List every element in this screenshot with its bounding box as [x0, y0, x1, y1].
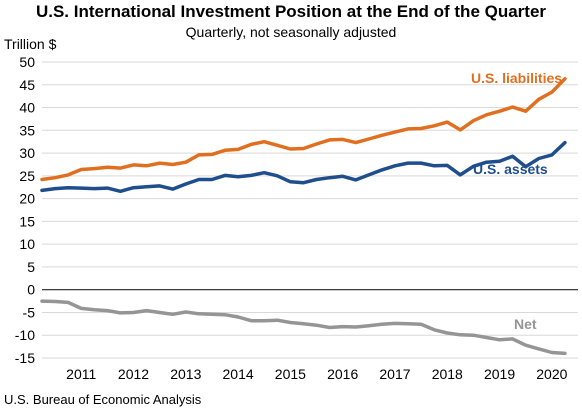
liabilities-line — [40, 77, 567, 182]
y-tick-label: 5 — [27, 259, 35, 275]
y-tick-label: 40 — [19, 100, 35, 116]
x-tick-label: 2015 — [275, 366, 306, 382]
chart-title: U.S. International Investment Position a… — [35, 2, 547, 21]
series-label-net: Net — [514, 316, 537, 332]
series-lines — [40, 77, 567, 356]
x-tick-label: 2017 — [379, 366, 410, 382]
x-tick-labels: 2011 2012 2013 2014 2015 2016 2017 2018 2019 2020 — [66, 366, 567, 382]
y-tick-label: 50 — [19, 54, 35, 70]
x-tick-label: 2013 — [170, 366, 201, 382]
y-tick-label: 15 — [19, 213, 35, 229]
y-tick-label: 25 — [19, 168, 35, 184]
chart-subtitle: Quarterly, not seasonally adjusted — [185, 24, 397, 40]
y-axis-label: Trillion $ — [4, 36, 57, 52]
y-tick-label: 0 — [27, 282, 35, 298]
net-line — [40, 299, 567, 356]
x-tick-label: 2011 — [66, 366, 96, 382]
y-tick-label: -5 — [23, 304, 36, 320]
assets-line — [40, 140, 567, 194]
series-label-assets: U.S. assets — [473, 161, 548, 177]
series-labels: U.S. liabilities U.S. assets Net — [471, 70, 562, 332]
x-tick-label: 2018 — [432, 366, 463, 382]
x-tick-label: 2016 — [327, 366, 358, 382]
x-tick-label: 2012 — [118, 366, 149, 382]
source-note: U.S. Bureau of Economic Analysis — [4, 392, 202, 407]
y-tick-label: -10 — [15, 327, 35, 343]
gridlines — [42, 61, 578, 359]
y-tick-label: 45 — [19, 77, 35, 93]
y-tick-label: -15 — [15, 350, 35, 366]
y-tick-label: 35 — [19, 122, 35, 138]
x-tick-label: 2019 — [484, 366, 515, 382]
x-tick-label: 2020 — [536, 366, 567, 382]
series-label-liabilities: U.S. liabilities — [471, 70, 562, 86]
y-tick-label: 20 — [19, 191, 35, 207]
y-tick-label: 10 — [19, 236, 35, 252]
y-tick-label: 30 — [19, 145, 35, 161]
x-tick-label: 2014 — [223, 366, 254, 382]
